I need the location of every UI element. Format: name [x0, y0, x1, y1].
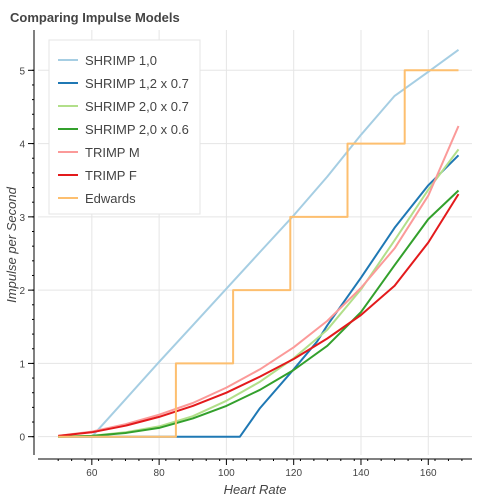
x-tick-label: 100	[218, 468, 235, 479]
legend: SHRIMP 1,0 SHRIMP 1,2 x 0.7 SHRIMP 2,0 x 0…	[48, 39, 201, 215]
legend-label: Edwards	[85, 191, 136, 206]
legend-label: SHRIMP 2,0 x 0.6	[85, 122, 189, 137]
series-line-4	[58, 125, 460, 437]
legend-label: SHRIMP 1,2 x 0.7	[85, 76, 189, 91]
x-tick-label: 120	[285, 468, 302, 479]
y-tick-label: 3	[19, 213, 25, 224]
y-axis-label: Impulse per Second	[4, 186, 19, 302]
x-tick-label: 60	[86, 468, 98, 479]
plot-series	[58, 48, 460, 438]
x-tick-label: 80	[154, 468, 166, 479]
x-axis-label: Heart Rate	[224, 482, 287, 497]
legend-label: TRIMP F	[85, 168, 137, 183]
chart-title: Comparing Impulse Models	[10, 10, 180, 25]
series-line-6	[58, 69, 459, 438]
y-tick-label: 1	[19, 359, 25, 370]
legend-box	[48, 39, 201, 215]
x-tick-label: 140	[353, 468, 370, 479]
series-line-3	[58, 189, 460, 438]
y-tick-label: 5	[19, 66, 25, 77]
y-tick-label: 4	[19, 140, 25, 151]
legend-label: TRIMP M	[85, 145, 140, 160]
legend-label: SHRIMP 1,0	[85, 53, 157, 68]
series-line-5	[58, 193, 460, 437]
axes: 60 80 100 120 140 160 0 1 2 3 4 5	[19, 30, 472, 479]
series-line-0	[58, 48, 460, 438]
y-tick-label: 0	[19, 433, 25, 444]
legend-label: SHRIMP 2,0 x 0.7	[85, 99, 189, 114]
x-tick-label: 160	[420, 468, 437, 479]
y-tick-label: 2	[19, 286, 25, 297]
